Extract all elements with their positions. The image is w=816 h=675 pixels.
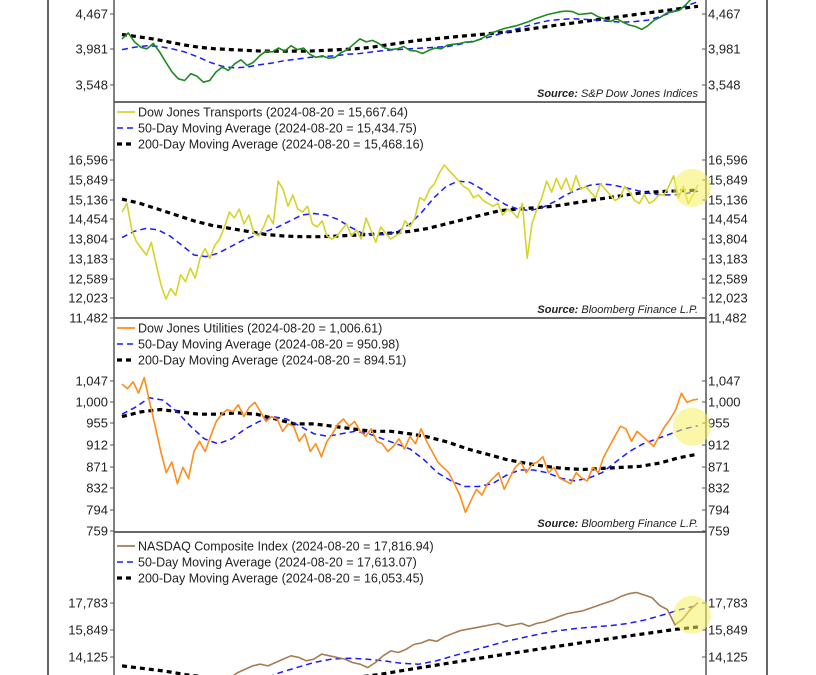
y-tick-label-right: 15,849 [708,173,748,188]
source-label: Source: [537,88,581,100]
y-tick-label-right: 16,596 [708,153,748,168]
legend-entry-price: Dow Jones Transports (2024-08-20 = 15,66… [138,106,408,120]
series-group [121,591,699,675]
series-line-ma200 [121,407,699,472]
y-tick-label-right: 832 [708,481,730,496]
source-value: Bloomberg Finance L.P. [581,518,698,530]
series-group [121,164,699,300]
series-line-price [232,591,699,675]
y-tick-label-right: 871 [708,460,730,475]
y-tick-label-right: 12,589 [708,272,748,287]
series-line-price [121,164,699,300]
y-tick-label-right: 15,136 [708,193,748,208]
legend: Dow Jones Transports (2024-08-20 = 15,66… [117,106,424,152]
y-tick-label-left: 955 [86,416,108,431]
y-tick-label-left: 14,454 [68,212,108,227]
series-line-price [121,0,692,83]
y-tick-label-right: 14,454 [708,212,748,227]
legend-entry-price: NASDAQ Composite Index (2024-08-20 = 17,… [138,540,434,554]
highlight-circle [673,407,711,446]
series-line-ma200 [121,625,699,675]
y-tick-label-left: 15,849 [68,173,108,188]
y-tick-label-right: 11,482 [708,311,747,326]
source-value: Bloomberg Finance L.P. [581,304,698,316]
series-line-ma50 [272,604,699,675]
y-tick-label-right: 12,023 [708,291,748,306]
y-tick-label-right: 912 [708,438,730,453]
y-tick-label-left: 1,000 [75,395,108,410]
y-tick-label-left: 13,183 [68,252,108,267]
y-tick-label-left: 832 [86,481,108,496]
legend-entry-ma50: 50-Day Moving Average (2024-08-20 = 15,4… [138,122,417,136]
y-tick-label-left: 3,981 [75,42,108,57]
highlight-circle [673,168,711,207]
source-value: S&P Dow Jones Indices [581,88,698,100]
y-tick-label-right: 13,183 [708,252,748,267]
series-group [121,376,699,514]
legend-entry-price: Dow Jones Utilities (2024-08-20 = 1,006.… [138,322,382,336]
source-note: Source: S&P Dow Jones Indices [537,88,698,100]
y-tick-label-left: 11,482 [69,311,108,326]
y-tick-label-right: 14,125 [708,650,748,665]
legend-entry-ma200: 200-Day Moving Average (2024-08-20 = 894… [138,354,406,368]
highlight-circle [673,595,711,634]
panel-nasdaq: 17,783 17,783 15,849 15,849 14,125 14,125 NASD… [68,531,748,675]
y-tick-label-left: 15,136 [68,193,108,208]
y-tick-label-left: 4,467 [75,7,108,22]
source-label: Source: [537,304,581,316]
y-tick-label-left: 16,596 [68,153,108,168]
y-tick-label-left: 3,548 [75,78,108,93]
series-line-ma50 [121,0,699,69]
y-tick-label-right: 1,000 [708,395,741,410]
y-tick-label-left: 13,804 [68,232,108,247]
y-tick-label-left: 14,125 [68,650,108,665]
source-label: Source: [537,518,581,530]
series-line-ma50 [121,397,699,488]
y-tick-label-left: 15,849 [68,623,108,638]
y-tick-label-right: 759 [708,524,730,539]
series-line-ma200 [121,4,699,53]
source-note: Source: Bloomberg Finance L.P. [537,518,698,530]
y-tick-label-right: 3,981 [708,42,741,57]
y-tick-label-right: 1,047 [708,374,741,389]
y-tick-label-right: 955 [708,416,730,431]
y-tick-label-left: 12,589 [68,272,108,287]
y-tick-label-right: 3,548 [708,78,741,93]
y-tick-label-right: 15,849 [708,623,748,638]
panel-utilities: 1,047 1,047 1,000 1,000 955 955 912 912 871 871 83… [75,317,741,539]
panel-transports: 16,596 16,596 15,849 15,849 15,136 15,136 14,4… [68,101,748,326]
y-tick-label-right: 4,467 [708,7,741,22]
y-tick-label-left: 12,023 [68,291,108,306]
series-group [121,0,699,83]
legend-entry-ma50: 50-Day Moving Average (2024-08-20 = 17,6… [138,556,417,570]
y-tick-label-right: 13,804 [708,232,748,247]
series-line-ma50 [121,180,699,258]
y-tick-label-left: 912 [86,438,108,453]
y-tick-label-right: 794 [708,503,730,518]
series-line-price [121,376,699,514]
y-tick-label-left: 17,783 [68,596,108,611]
panel-sp500: 4,467 4,467 3,981 3,981 3,548 3,548 Source: S&… [75,0,741,103]
legend: NASDAQ Composite Index (2024-08-20 = 17,… [117,540,434,586]
y-tick-label-left: 794 [86,503,108,518]
y-tick-label-left: 871 [86,460,108,475]
legend-entry-ma50: 50-Day Moving Average (2024-08-20 = 950.… [138,338,399,352]
series-line-ma200 [121,188,699,239]
source-note: Source: Bloomberg Finance L.P. [537,304,698,316]
legend-entry-ma200: 200-Day Moving Average (2024-08-20 = 15,… [138,138,424,152]
legend: Dow Jones Utilities (2024-08-20 = 1,006.… [117,322,406,368]
y-tick-label-left: 759 [86,524,108,539]
y-tick-label-right: 17,783 [708,596,748,611]
legend-entry-ma200: 200-Day Moving Average (2024-08-20 = 16,… [138,572,424,586]
y-tick-label-left: 1,047 [75,374,108,389]
